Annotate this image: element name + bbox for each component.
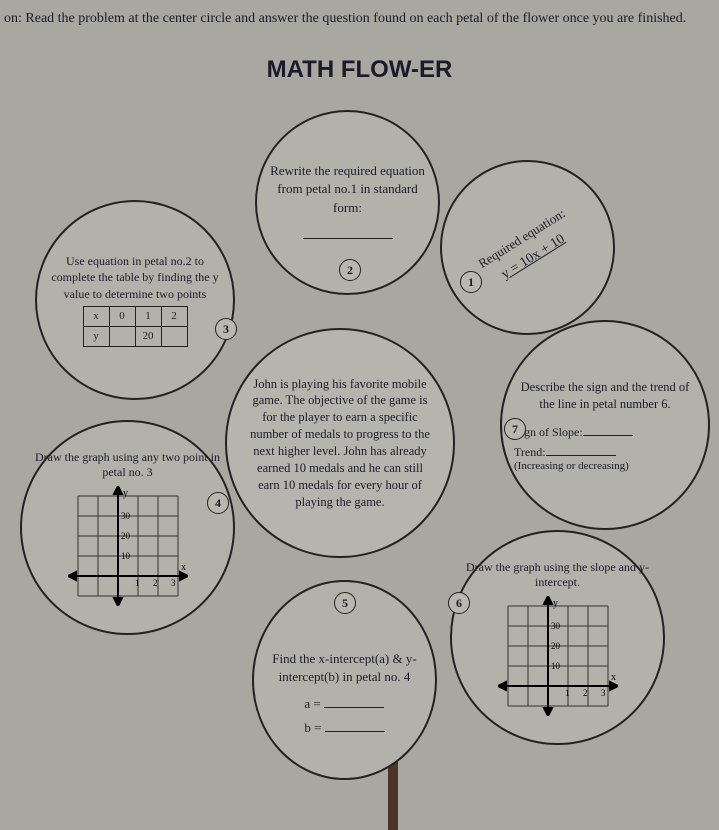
- cell-y-label: y: [83, 326, 109, 346]
- svg-text:10: 10: [121, 551, 131, 561]
- cell: 2: [161, 306, 187, 326]
- center-problem: John is playing his favorite mobile game…: [225, 328, 455, 558]
- cell: 20: [135, 326, 161, 346]
- petal-2: Rewrite the required equation from petal…: [255, 110, 440, 295]
- petal-6-number: 6: [448, 592, 470, 614]
- svg-text:y: y: [123, 488, 128, 499]
- cell: 0: [109, 306, 135, 326]
- petal-4: Draw the graph using any two point in pe…: [20, 420, 235, 635]
- petal-5-number: 5: [334, 592, 356, 614]
- petal-7: Describe the sign and the trend of the l…: [500, 320, 710, 530]
- center-text: John is playing his favorite mobile game…: [245, 376, 435, 511]
- petal-4-number: 4: [207, 492, 229, 514]
- graph-svg: y x 30 20 10 1 2 3: [68, 486, 188, 606]
- b-label: b =: [304, 720, 321, 735]
- svg-text:20: 20: [121, 531, 131, 541]
- petal-7-text: Describe the sign and the trend of the l…: [514, 379, 696, 414]
- trend-hint: (Increasing or decreasing): [514, 460, 696, 472]
- petal-4-graph: y x 30 20 10 1 2 3: [68, 486, 188, 606]
- svg-text:20: 20: [551, 641, 561, 651]
- petal-2-text: Rewrite the required equation from petal…: [269, 162, 426, 217]
- svg-text:10: 10: [551, 661, 561, 671]
- instructions-text: on: Read the problem at the center circl…: [0, 8, 711, 29]
- petal-5-text: Find the x-intercept(a) & y-intercept(b)…: [266, 650, 423, 686]
- cell-blank[interactable]: [161, 326, 187, 346]
- petal-3-number: 3: [215, 318, 237, 340]
- cell: 1: [135, 306, 161, 326]
- svg-text:1: 1: [135, 578, 140, 588]
- svg-text:1: 1: [565, 688, 570, 698]
- svg-text:30: 30: [121, 511, 131, 521]
- petal-3-table: x 0 1 2 y 20: [83, 306, 188, 347]
- a-label: a =: [304, 696, 320, 711]
- svg-text:x: x: [181, 562, 186, 573]
- petal-2-number: 2: [339, 259, 361, 281]
- svg-text:y: y: [553, 598, 558, 609]
- petal-1: Required equation: y = 10x + 10 1: [440, 160, 615, 335]
- cell-x-label: x: [83, 306, 109, 326]
- trend-label: Trend:: [514, 445, 546, 459]
- petal-3: Use equation in petal no.2 to complete t…: [35, 200, 235, 400]
- petal-3-text: Use equation in petal no.2 to complete t…: [49, 253, 221, 302]
- svg-text:2: 2: [583, 688, 588, 698]
- page-title: MATH FLOW-ER: [0, 56, 719, 84]
- petal-6-graph: y x 30 20 10 1 2 3: [498, 596, 618, 716]
- svg-text:30: 30: [551, 621, 561, 631]
- graph-svg: y x 30 20 10 1 2 3: [498, 596, 618, 716]
- a-blank[interactable]: [324, 696, 384, 708]
- table-row: y 20: [83, 326, 187, 346]
- petal-6-text: Draw the graph using the slope and y-int…: [464, 560, 651, 590]
- svg-text:3: 3: [171, 578, 176, 588]
- petal-4-text: Draw the graph using any two point in pe…: [34, 450, 221, 480]
- cell-blank[interactable]: [109, 326, 135, 346]
- b-blank[interactable]: [325, 720, 385, 732]
- petal-6: Draw the graph using the slope and y-int…: [450, 530, 665, 745]
- petal-1-number: 1: [460, 271, 482, 293]
- svg-text:2: 2: [153, 578, 158, 588]
- svg-text:x: x: [611, 672, 616, 683]
- petal-2-blank[interactable]: [303, 225, 393, 239]
- petal-7-number: 7: [504, 418, 526, 440]
- svg-text:3: 3: [601, 688, 606, 698]
- petal-5: 5 Find the x-intercept(a) & y-intercept(…: [252, 580, 437, 780]
- trend-blank[interactable]: [546, 444, 616, 456]
- sign-blank[interactable]: [583, 424, 633, 436]
- table-row: x 0 1 2: [83, 306, 187, 326]
